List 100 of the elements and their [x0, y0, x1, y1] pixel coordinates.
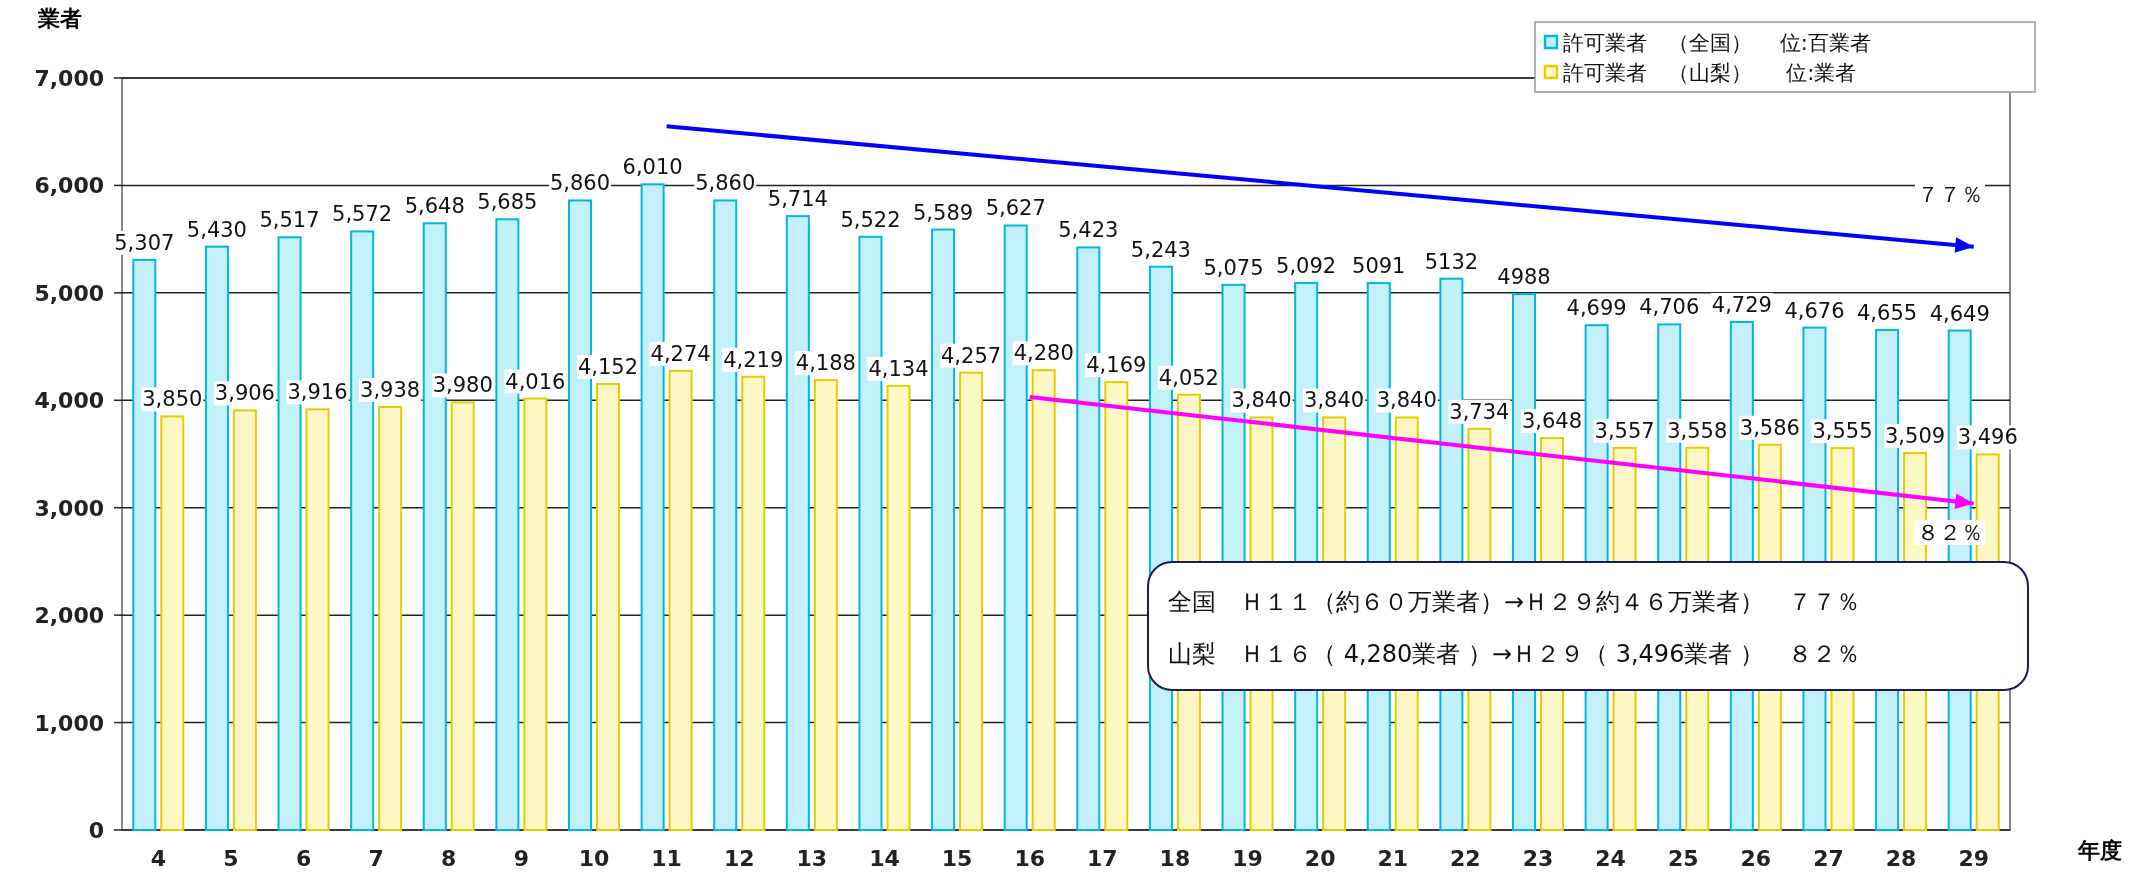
data-label: 4,257: [941, 343, 1002, 368]
data-label: 5,589: [913, 200, 974, 225]
data-label: 5,307: [114, 230, 175, 255]
bar: [1104, 381, 1129, 831]
x-tick-label: 17: [1087, 846, 1118, 871]
bar: [1031, 369, 1056, 831]
y-tick-label: 0: [88, 818, 104, 843]
data-label: 4,280: [1013, 341, 1074, 366]
data-label: 5132: [1424, 249, 1479, 274]
x-tick-label: 4: [150, 846, 166, 871]
data-label: 4,169: [1086, 353, 1147, 378]
x-tick-label: 12: [723, 846, 755, 871]
data-label: 3,840: [1376, 388, 1437, 413]
x-tick-label: 11: [651, 846, 682, 871]
data-label: 3,906: [214, 381, 275, 406]
y-tick-label: 6,000: [34, 173, 104, 199]
x-axis-title: 年度: [2077, 838, 2122, 863]
data-label: 5,648: [404, 194, 465, 219]
data-label: 3,557: [1594, 418, 1655, 443]
data-label: 4,052: [1158, 365, 1219, 390]
y-tick-label: 3,000: [34, 495, 104, 521]
x-tick-label: 20: [1304, 846, 1336, 871]
x-tick-label: 19: [1232, 846, 1263, 871]
data-label: 4,676: [1784, 298, 1845, 323]
y-tick-label: 2,000: [34, 603, 104, 629]
bar: [668, 369, 693, 831]
data-label: 5,627: [985, 196, 1046, 221]
x-tick-label: 27: [1813, 846, 1844, 871]
x-tick-label: 10: [578, 846, 610, 871]
bar: [232, 409, 257, 831]
y-tick-label: 5,000: [34, 280, 104, 306]
data-label: 3,496: [1957, 425, 2018, 450]
bar: [523, 397, 548, 831]
x-tick-label: 6: [295, 846, 312, 871]
data-label: 4,219: [723, 347, 784, 372]
annotation: ７７％: [1917, 182, 1983, 207]
data-label: 6,010: [622, 155, 683, 180]
bar: [305, 408, 330, 831]
data-label: 3,586: [1739, 415, 1800, 440]
bar: [741, 375, 766, 831]
x-tick-label: 29: [1958, 846, 1989, 871]
y-tick-label: 7,000: [34, 66, 104, 91]
annotation: 全国 Ｈ１１（約６０万業者）→Ｈ２９約４６万業者） ７７％: [1168, 588, 1861, 616]
data-label: 5,092: [1276, 253, 1337, 278]
x-tick-label: 7: [368, 846, 384, 871]
x-tick-label: 16: [1014, 846, 1045, 871]
x-tick-label: 21: [1377, 846, 1409, 871]
data-label: 5,685: [477, 190, 538, 215]
data-label: 5,075: [1203, 255, 1264, 280]
data-label: 4,729: [1711, 292, 1772, 317]
annotation: ８２％: [1917, 520, 1983, 545]
data-label: 4,274: [650, 341, 711, 366]
x-tick-label: 15: [941, 846, 973, 871]
data-label: 3,850: [142, 387, 203, 412]
data-label: 3,558: [1667, 418, 1728, 443]
data-label: 5,860: [549, 171, 611, 196]
x-tick-label: 25: [1667, 846, 1699, 871]
data-label: 4988: [1497, 265, 1551, 290]
x-tick-label: 24: [1595, 846, 1626, 871]
x-tick-label: 26: [1740, 846, 1772, 871]
bar: [959, 371, 984, 831]
data-label: 3,509: [1885, 424, 1946, 449]
data-label: 5,243: [1130, 237, 1191, 262]
x-tick-label: 5: [223, 846, 239, 871]
data-label: 3,938: [360, 377, 421, 402]
x-tick-label: 22: [1450, 846, 1481, 871]
x-tick-label: 18: [1159, 846, 1191, 871]
x-tick-label: 13: [796, 846, 828, 871]
data-label: 5,860: [695, 171, 756, 196]
data-label: 3,648: [1521, 409, 1583, 434]
data-label: 4,152: [577, 354, 639, 379]
bar: [160, 415, 185, 831]
data-label: 4,706: [1639, 295, 1700, 320]
x-tick-label: 8: [441, 846, 457, 871]
data-label: 5091: [1352, 254, 1406, 279]
legend-label: 許可業者 （全国） 位:百業者: [1563, 31, 1871, 55]
bar: [813, 379, 838, 831]
data-label: 3,980: [432, 373, 493, 398]
annotation: 山梨 Ｈ１６（ 4,280業者 ）→Ｈ２９（ 3,496業者 ） ８２％: [1168, 640, 1861, 668]
data-label: 3,840: [1304, 388, 1365, 413]
x-tick-label: 9: [513, 846, 530, 871]
bar: [378, 405, 403, 831]
legend-label: 許可業者 （山梨） 位:業者: [1563, 61, 1857, 85]
data-label: 4,188: [795, 351, 856, 376]
data-label: 4,649: [1929, 301, 1990, 326]
x-tick-label: 14: [869, 846, 900, 871]
bar: [596, 382, 620, 831]
y-axis-title: 業者: [37, 6, 82, 31]
data-label: 5,572: [332, 202, 393, 227]
data-label: 4,016: [505, 369, 566, 394]
data-label: 5,423: [1058, 218, 1119, 243]
bar: [886, 384, 911, 831]
data-label: 5,522: [840, 207, 901, 232]
data-label: 3,555: [1812, 419, 1873, 444]
data-label: 3,840: [1231, 388, 1292, 413]
data-label: 4,655: [1857, 300, 1918, 325]
data-label: 3,734: [1449, 399, 1510, 424]
data-label: 5,430: [186, 217, 247, 242]
x-tick-label: 28: [1885, 846, 1917, 871]
y-tick-label: 4,000: [34, 388, 104, 414]
